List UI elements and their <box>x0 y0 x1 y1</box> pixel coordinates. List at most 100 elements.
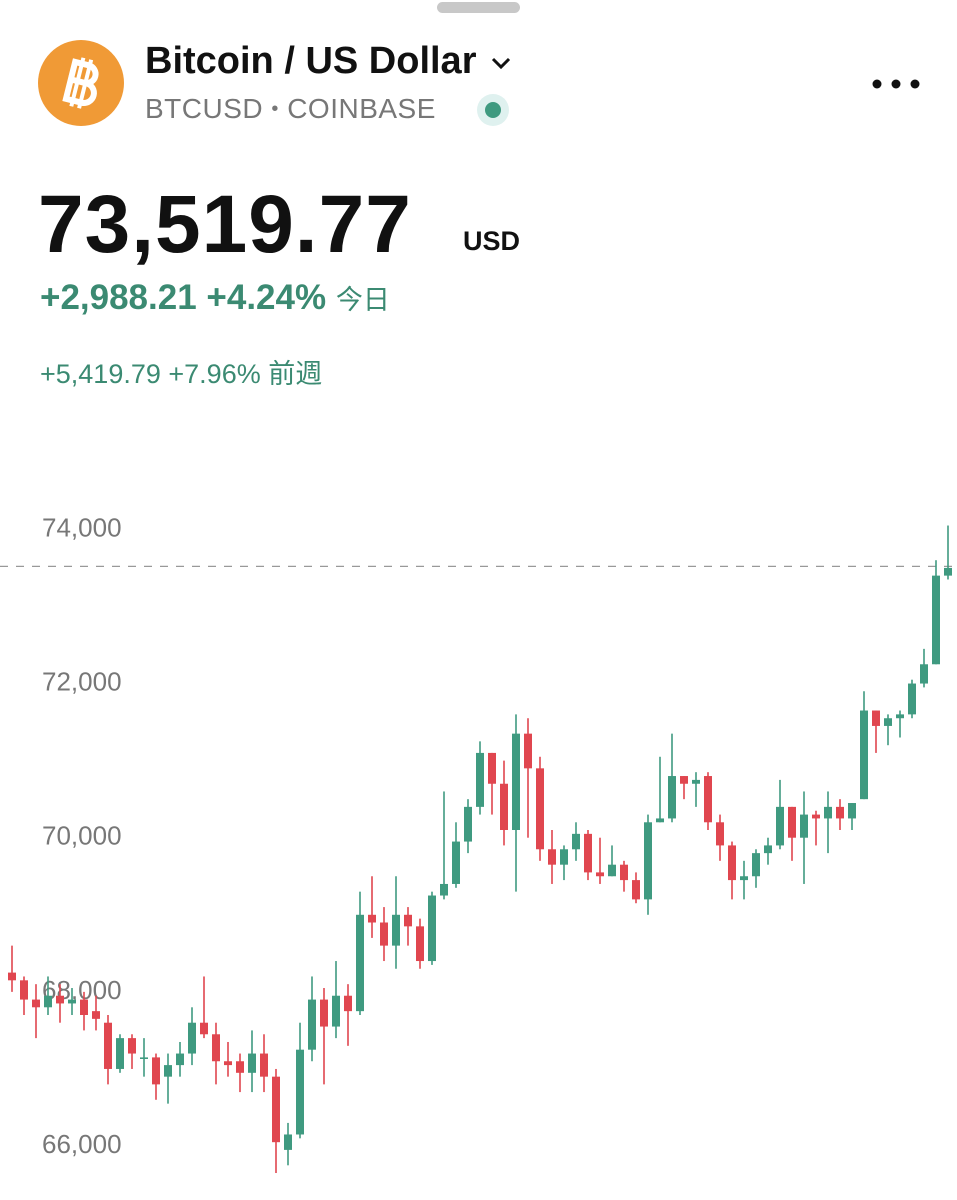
candle-body <box>380 922 388 946</box>
candle-body <box>692 779 700 784</box>
candle-body <box>836 806 844 819</box>
candle-body <box>632 880 640 900</box>
candle-body <box>752 853 760 877</box>
candle-body <box>716 822 724 846</box>
candle-body <box>476 752 484 807</box>
candle-body <box>32 999 40 1008</box>
candle-body <box>620 864 628 881</box>
candle-body <box>788 806 796 838</box>
candle-body <box>560 849 568 865</box>
candle-body <box>392 914 400 946</box>
candle-body <box>596 872 604 877</box>
candle-body <box>416 926 424 962</box>
week-change: +5,419.79 +7.96% 前週 <box>40 352 322 391</box>
candle-body <box>260 1053 268 1077</box>
candle-body <box>488 752 496 784</box>
candle-body <box>224 1061 232 1066</box>
candle-body <box>872 710 880 726</box>
candle-body <box>272 1076 280 1143</box>
candle-body <box>128 1038 136 1054</box>
candle-body <box>332 995 340 1027</box>
candle-body <box>644 822 652 900</box>
candle-body <box>800 814 808 838</box>
candle-body <box>740 876 748 881</box>
candle-body <box>608 864 616 877</box>
candle-body <box>548 849 556 865</box>
candle-body <box>884 718 892 726</box>
candle-body <box>68 999 76 1004</box>
candle-body <box>572 833 580 850</box>
candle-body <box>524 733 532 769</box>
candle-body <box>464 806 472 842</box>
candle-body <box>356 914 364 1012</box>
candle-body <box>428 895 436 962</box>
candle-body <box>104 1022 112 1069</box>
candle-body <box>776 806 784 846</box>
day-label: 今日 <box>335 285 390 315</box>
price: 73,519.77 <box>38 179 412 270</box>
candle-body <box>896 714 904 719</box>
candle-body <box>368 914 376 923</box>
more-menu[interactable] <box>872 79 920 89</box>
subtitle: BTCUSD • COINBASE <box>145 93 436 125</box>
bitcoin-symbol <box>62 57 99 109</box>
candle-body <box>236 1061 244 1073</box>
candle-body <box>56 995 64 1004</box>
candle-body <box>152 1057 160 1085</box>
candle-body <box>512 733 520 830</box>
candle-body <box>440 883 448 896</box>
y-tick-label: 74,000 <box>42 512 122 542</box>
candle-body <box>404 914 412 927</box>
candle-body <box>248 1053 256 1073</box>
candle-body <box>188 1022 196 1054</box>
candle-body <box>452 841 460 884</box>
candle-body <box>116 1038 124 1069</box>
separator: • <box>271 98 279 120</box>
candle-body <box>584 833 592 873</box>
candle-body <box>848 803 856 819</box>
symbol: BTCUSD <box>145 93 264 124</box>
currency: USD <box>463 226 521 256</box>
candle-body <box>812 814 820 819</box>
exchange: COINBASE <box>287 93 436 124</box>
candle-body <box>8 972 16 981</box>
dropdown-chevron[interactable] <box>491 57 511 70</box>
day-change: +2,988.21 +4.24% 今日 <box>40 278 390 318</box>
candle-body <box>764 845 772 854</box>
day-change-pct: +4.24% <box>206 278 327 317</box>
candle-body <box>920 664 928 684</box>
candle-body <box>44 995 52 1008</box>
candle-body <box>656 818 664 823</box>
status-dot <box>485 102 501 118</box>
candle-body <box>932 575 940 665</box>
week-change-pct: +7.96% <box>168 359 261 389</box>
candle-body <box>944 567 952 576</box>
candle-body <box>308 999 316 1050</box>
candle-body <box>92 1011 100 1019</box>
candle-body <box>212 1034 220 1062</box>
candle-body <box>704 776 712 823</box>
y-tick-label: 70,000 <box>42 821 122 851</box>
candle-body <box>908 683 916 715</box>
candle-body <box>296 1049 304 1135</box>
candle-body <box>860 710 868 800</box>
candle-body <box>824 806 832 819</box>
day-change-value: +2,988.21 <box>40 278 197 317</box>
candle-body <box>200 1022 208 1035</box>
candle-body <box>668 776 676 819</box>
candle-body <box>284 1134 292 1150</box>
candle-body <box>500 783 508 830</box>
y-tick-label: 66,000 <box>42 1129 122 1159</box>
week-label: 前週 <box>268 359 323 389</box>
candle-body <box>320 999 328 1027</box>
candle-body <box>344 995 352 1012</box>
candle-body <box>20 980 28 1000</box>
candle-body <box>680 776 688 784</box>
drag-handle[interactable] <box>437 2 520 13</box>
candle-body <box>164 1065 172 1077</box>
candle-body <box>536 768 544 850</box>
candle-body <box>728 845 736 881</box>
title[interactable]: Bitcoin / US Dollar <box>145 40 477 82</box>
